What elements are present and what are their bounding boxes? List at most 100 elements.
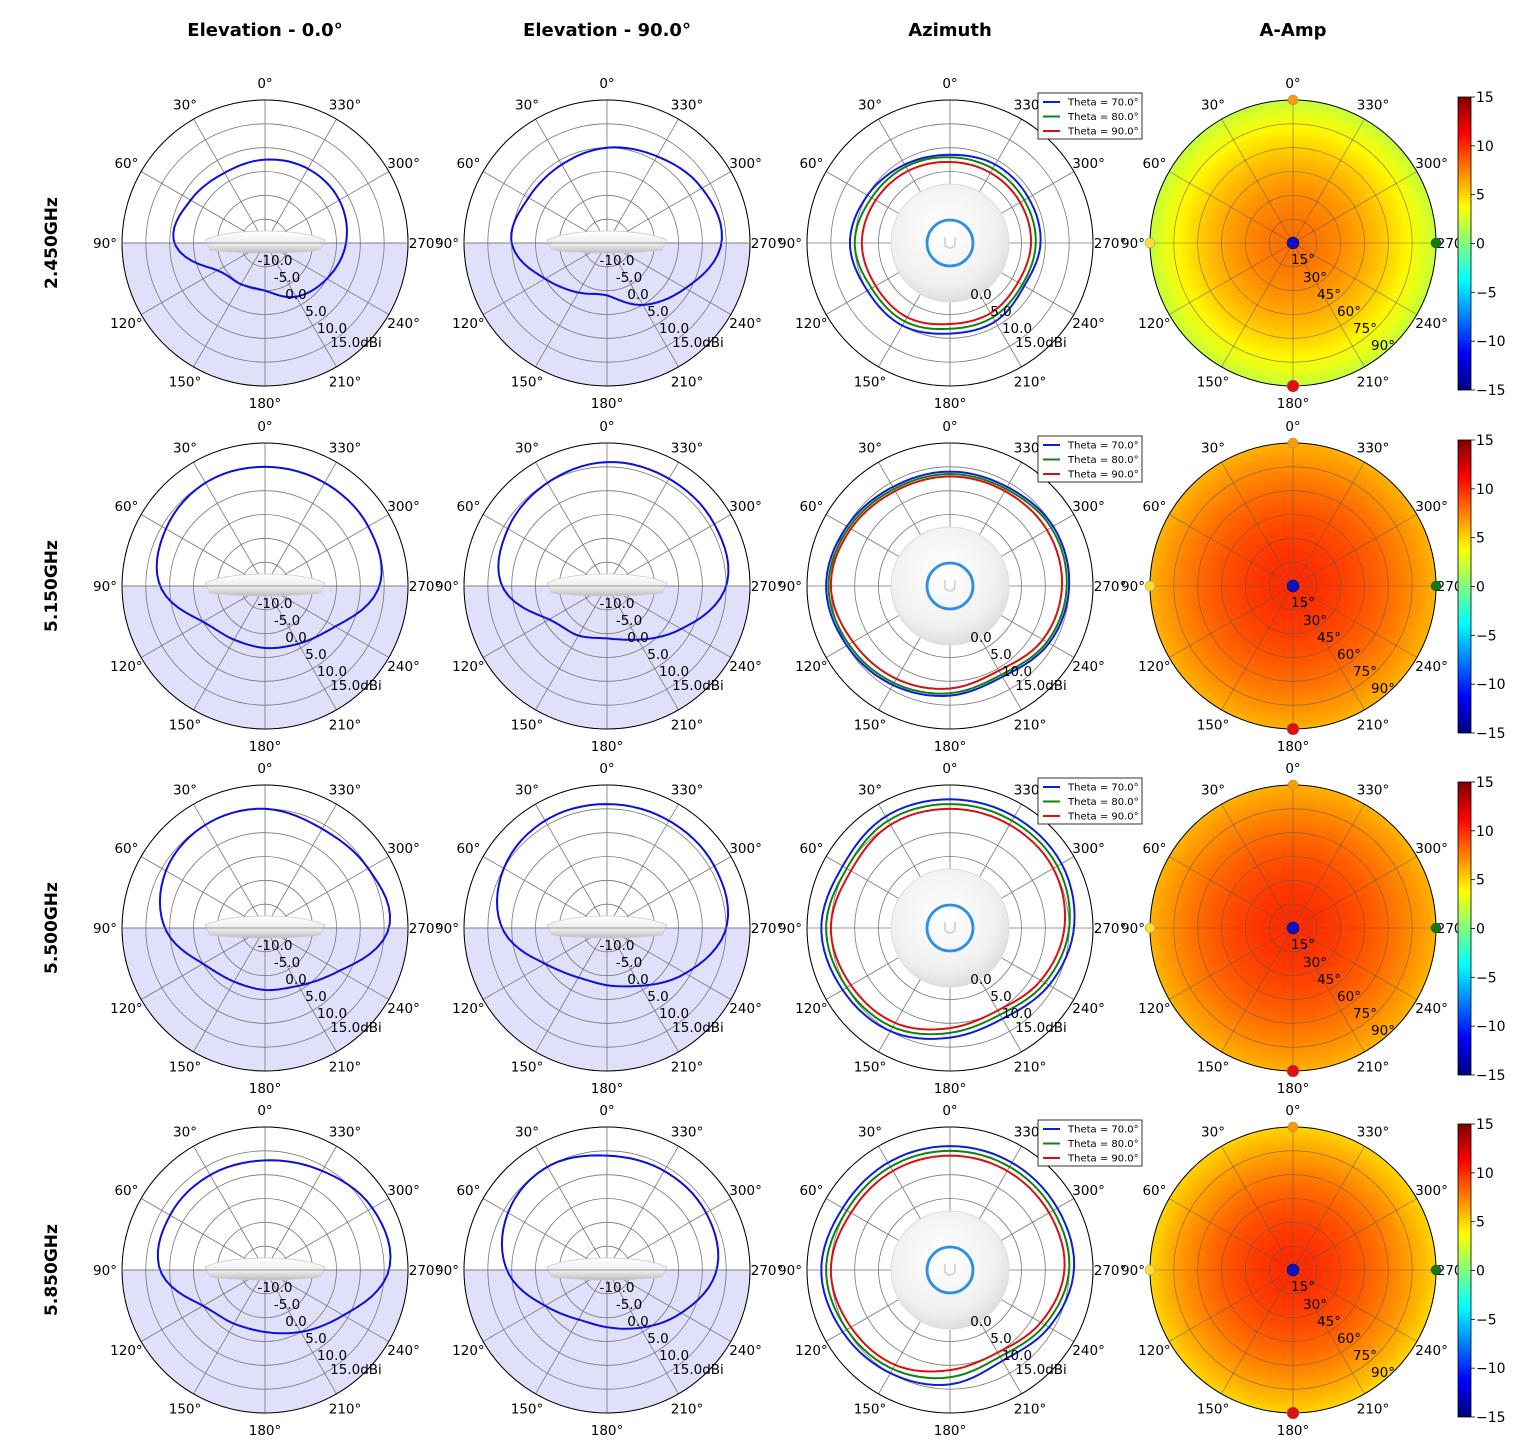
radial-tick-label: -5.0 — [616, 270, 642, 286]
radial-tick-label: -10.0 — [258, 1280, 293, 1296]
status-ring-icon — [925, 561, 975, 611]
grid-spoke — [193, 803, 266, 929]
radial-tick-label: 0.0 — [285, 1314, 306, 1330]
elevation-plot-90-row-0: 0° 30° 60° 90° 120° 150° 180° 210° 240° 270° 300° 3… — [435, 76, 783, 412]
gain-pattern-line — [155, 465, 383, 650]
angle-label: 210° — [671, 718, 704, 734]
a-amp-heatmap-row-2: 0°30°60°90°120°150°180°210°240°270°300°3… — [1121, 761, 1506, 1097]
grid-spoke — [264, 585, 390, 658]
angle-label: 60° — [456, 156, 480, 172]
angle-label: 30° — [173, 1124, 197, 1140]
grid-spoke — [264, 118, 337, 244]
grid-spoke — [140, 856, 266, 929]
colorbar-tick-label: −10 — [1476, 677, 1506, 693]
radial-tick-label: 10.0 — [659, 1006, 689, 1022]
colorbar-tick-label: −15 — [1476, 383, 1506, 399]
grid-spoke — [193, 927, 266, 1053]
radial-tick-label: 10.0 — [317, 1348, 347, 1364]
radial-tick-label: 15.0dBi — [330, 1362, 382, 1378]
colorbar — [1457, 439, 1472, 734]
gain-pattern-line — [172, 158, 348, 299]
elevation-plot-0-row-3: 0° 30° 60° 90° 120° 150° 180° 210° 240° 270° 300° 3… — [93, 1103, 441, 1439]
plot-boundary — [806, 99, 1094, 387]
colorbar-tick-label: 0 — [1476, 237, 1485, 253]
angle-label: 90° — [778, 236, 802, 252]
radial-tick-label: 10.0 — [659, 664, 689, 680]
grid-spoke — [482, 1198, 608, 1271]
angle-label: 180° — [249, 1081, 282, 1097]
angle-label: 150° — [511, 1402, 544, 1418]
gain-pattern-line — [158, 807, 392, 992]
radial-tick-label: 5.0 — [305, 647, 326, 663]
legend-entry: Theta = 90.0° — [1067, 1154, 1139, 1165]
angle-label: 210° — [329, 1060, 362, 1076]
center-marker — [1286, 579, 1300, 593]
angle-label: 240° — [729, 316, 762, 332]
theta-tick-label: 90° — [1371, 1023, 1395, 1039]
colorbar-tick-label: −15 — [1476, 1068, 1506, 1084]
radial-tick-label: -10.0 — [600, 1280, 635, 1296]
angle-label: 210° — [1014, 375, 1047, 391]
colorbar-tick-label: −10 — [1476, 1019, 1506, 1035]
angle-label: 330° — [671, 782, 704, 798]
angle-label: 210° — [329, 1402, 362, 1418]
grid-spoke — [1221, 242, 1294, 367]
angle-label: 330° — [671, 1124, 704, 1140]
grid-spoke — [1292, 1269, 1365, 1394]
angle-label: 0° — [599, 1103, 614, 1119]
radial-tick-label: 15.0dBi — [1015, 678, 1067, 694]
grid-spoke — [264, 1269, 390, 1342]
radial-tick-label: -5.0 — [274, 270, 300, 286]
colorbar-tick-label: 0 — [1476, 580, 1485, 596]
gain-pattern-line — [156, 1159, 392, 1335]
radial-tick-label: 0.0 — [970, 1314, 991, 1330]
angle-label: 300° — [729, 841, 762, 857]
radial-tick-label: 0.0 — [627, 287, 648, 303]
angle-label: 120° — [110, 1001, 143, 1017]
grid-spoke — [193, 1145, 266, 1271]
angle-label: 150° — [169, 375, 202, 391]
access-point-side-image — [204, 1257, 326, 1281]
angle-label: 150° — [169, 718, 202, 734]
grid-spoke — [606, 927, 679, 1053]
grid-spoke — [606, 1269, 679, 1395]
grid-spoke — [264, 1198, 390, 1271]
angle-label: 150° — [854, 718, 887, 734]
theta-tick-label: 75° — [1353, 1006, 1377, 1022]
angle-label: 0° — [942, 761, 957, 777]
angle-label: 90° — [93, 921, 117, 937]
colorbar-tick-label: 10 — [1476, 1166, 1494, 1182]
legend-entry: Theta = 80.0° — [1067, 112, 1139, 123]
angle-label: 270° — [751, 921, 784, 937]
angle-label: 0° — [599, 419, 614, 435]
access-point-top-image — [890, 1210, 1010, 1330]
angle-label: 90° — [93, 236, 117, 252]
colorbar-tick-label: −5 — [1476, 1312, 1497, 1328]
angle-label: 180° — [591, 1081, 624, 1097]
center-marker — [1286, 921, 1300, 935]
grid-spoke — [1169, 585, 1294, 658]
angle-label: 60° — [1142, 841, 1166, 857]
colorbar-tick-label: 15 — [1476, 90, 1494, 106]
elevation-plot-90-row-1: 0° 30° 60° 90° 120° 150° 180° 210° 240° 270° 300° 3… — [435, 419, 783, 755]
legend-entry: Theta = 80.0° — [1067, 797, 1139, 808]
angle-label: 30° — [1201, 782, 1225, 798]
grid-spoke — [482, 585, 608, 658]
angle-label: 90° — [93, 1263, 117, 1279]
grid-spoke — [1292, 585, 1365, 710]
radial-tick-label: 15.0dBi — [672, 1020, 724, 1036]
logo-icon — [944, 580, 956, 592]
angle-label: 30° — [173, 97, 197, 113]
radial-tick-label: 0.0 — [970, 287, 991, 303]
grid-spoke — [606, 927, 732, 1000]
theta-series-line — [853, 156, 1037, 330]
theta-tick-label: 30° — [1303, 955, 1327, 971]
plot-boundary — [806, 784, 1094, 1072]
grid-spoke — [606, 171, 732, 244]
radial-tick-label: 5.0 — [647, 304, 668, 320]
grid-spoke — [1221, 1146, 1294, 1271]
angle-label: 330° — [1357, 440, 1390, 456]
angle-label: 60° — [799, 499, 823, 515]
angle-label: 180° — [934, 1081, 967, 1097]
